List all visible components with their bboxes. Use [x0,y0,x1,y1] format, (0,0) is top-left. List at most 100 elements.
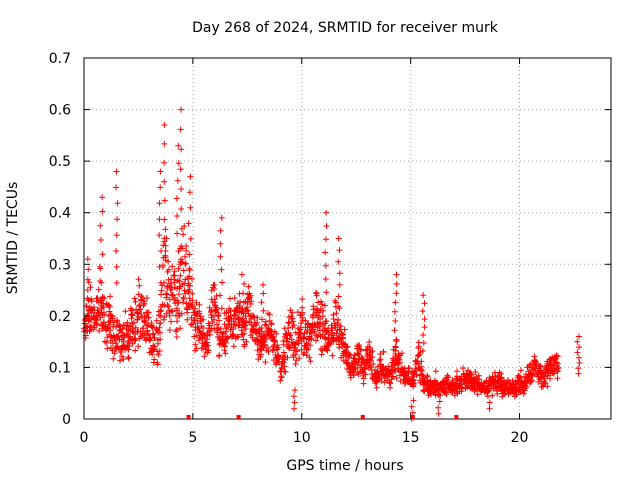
data-point [285,325,292,331]
data-point [369,348,376,355]
data-point [435,404,442,411]
data-point [108,312,115,319]
data-point [196,301,203,308]
data-point [436,398,443,405]
data-point [344,343,351,350]
data-point [259,316,265,323]
data-point [240,290,247,297]
data-point [445,374,452,381]
data-point [189,290,196,297]
x-tick-label: 10 [293,430,311,446]
data-point [231,311,237,318]
y-tick-label: 0.6 [49,103,71,119]
data-point [158,248,165,254]
data-point [377,356,384,363]
data-point [271,337,277,343]
data-point [154,340,161,347]
data-point [280,341,287,348]
data-point [151,335,157,341]
data-point [168,318,175,325]
data-point [161,159,168,166]
data-point [351,366,358,372]
data-point [360,380,367,387]
data-point [211,296,218,303]
data-point [157,279,164,286]
data-point [307,358,314,365]
data-point [258,342,265,349]
data-point [421,324,428,331]
data-point [283,338,290,345]
data-point [313,290,320,297]
data-point [230,326,237,332]
data-point [160,316,167,323]
data-point [94,307,101,314]
data-point [214,321,220,328]
data-point [231,321,238,328]
data-point [243,338,250,345]
data-point [217,240,224,247]
data-point [486,405,493,412]
data-point [185,289,192,296]
y-tick-label: 0.5 [49,154,71,170]
data-point [239,318,246,324]
data-point [136,303,143,309]
data-point [258,325,265,331]
data-point [210,282,217,289]
data-point [291,344,298,351]
data-point [219,279,226,286]
data-point [99,194,106,201]
data-point [262,321,268,328]
data-point [327,341,334,348]
data-point [246,294,253,301]
data-point [157,168,164,175]
data-point [330,311,337,318]
data-point [398,350,405,357]
data-point [165,303,172,310]
data-point [149,331,156,338]
data-point [335,293,342,300]
data-point [87,323,94,330]
data-point [188,321,194,328]
data-point [443,389,449,396]
data-point [110,355,117,362]
data-point [285,319,292,326]
data-point [200,316,207,323]
data-point [526,363,533,369]
data-point [320,307,326,314]
data-point [376,357,383,364]
data-point [336,344,343,351]
data-point [316,309,323,316]
data-point [380,349,387,355]
data-point [420,340,427,346]
data-point [236,304,243,311]
data-point [135,343,142,350]
data-point [161,216,168,223]
data-point [191,317,198,324]
data-point [99,294,106,300]
data-point [175,265,182,272]
data-point [125,354,132,361]
data-point [311,328,318,335]
data-point [408,403,415,410]
data-point [187,173,194,180]
data-point [239,305,246,312]
data-point [118,353,125,360]
data-point [86,328,93,335]
data-point [391,327,398,334]
data-point [554,365,561,372]
data-point [310,303,317,310]
data-point [97,237,104,243]
data-point [215,313,221,320]
data-point [92,319,99,326]
data-point [162,254,169,261]
data-point [182,276,189,283]
data-point [157,312,164,319]
data-point [236,316,242,323]
data-point [197,329,204,336]
data-point [484,387,491,394]
data-point [192,341,199,348]
data-point [230,332,236,339]
data-point [294,347,300,354]
data-point [174,230,181,237]
data-point [292,351,299,358]
